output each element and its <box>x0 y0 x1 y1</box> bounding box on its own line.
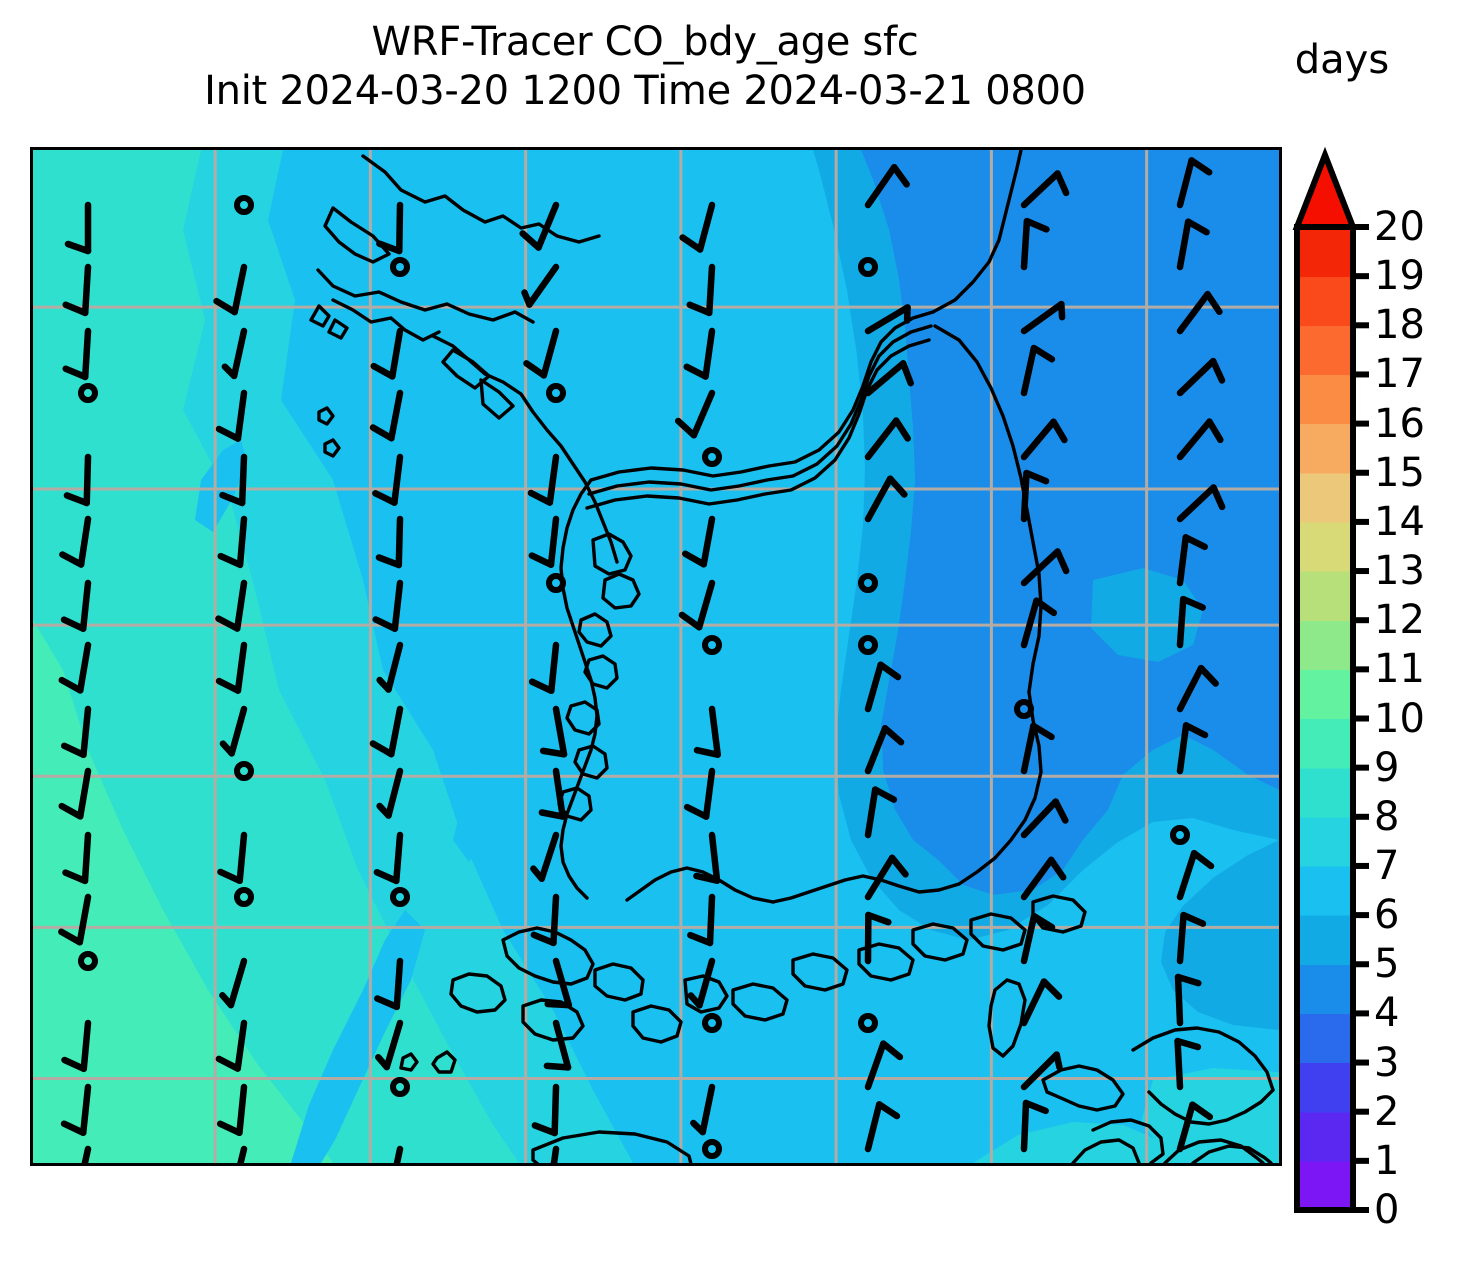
colorbar-tick-label: 7 <box>1374 842 1400 889</box>
colorbar-tick-label: 12 <box>1374 597 1425 644</box>
colorbar: days 20 19 18 17 16 15 14 13 12 11 10 9 8 7 6 5 4 3 2 1 0 <box>1292 37 1456 1230</box>
colorbar-tick-label: 4 <box>1374 990 1400 1037</box>
colorbar-tick-label: 16 <box>1374 400 1425 447</box>
title-line-1: WRF-Tracer CO_bdy_age sfc <box>371 19 919 65</box>
colorbar-tick-label: 8 <box>1374 793 1400 840</box>
colorbar-tick-label: 11 <box>1374 646 1425 693</box>
colorbar-tick-label: 3 <box>1374 1039 1400 1086</box>
colorbar-tick-label: 9 <box>1374 744 1400 791</box>
map-plot-area[interactable] <box>30 147 1282 1166</box>
colorbar-tick-label: 2 <box>1374 1088 1400 1135</box>
colorbar-tick-label: 13 <box>1374 548 1425 595</box>
colorbar-tick-label: 5 <box>1374 941 1400 988</box>
colorbar-tick-label: 1 <box>1374 1137 1400 1184</box>
colorbar-tick-label: 0 <box>1374 1187 1400 1233</box>
title-line-2: Init 2024-03-20 1200 Time 2024-03-21 080… <box>204 67 1086 114</box>
page-title: WRF-Tracer CO_bdy_age sfc Init 2024-03-2… <box>0 18 1290 116</box>
colorbar-tick-label: 6 <box>1374 892 1400 939</box>
colorbar-tick-label: 19 <box>1374 253 1425 300</box>
colorbar-tick-labels: 20 19 18 17 16 15 14 13 12 11 10 9 8 7 6 5 4 3 2 1 0 <box>1374 155 1454 1230</box>
colorbar-gradient[interactable] <box>1292 146 1369 1213</box>
filled-contour-layer <box>33 150 1279 1163</box>
colorbar-tick-label: 14 <box>1374 498 1425 545</box>
colorbar-tick-label: 10 <box>1374 695 1425 742</box>
wind-barb-layer <box>58 157 1226 1163</box>
colorbar-tick-label: 20 <box>1374 204 1425 250</box>
colorbar-tick-label: 18 <box>1374 302 1425 349</box>
colorbar-units-label: days <box>1294 37 1390 83</box>
colorbar-tick-label: 17 <box>1374 351 1425 398</box>
colorbar-tick-label: 15 <box>1374 449 1425 496</box>
